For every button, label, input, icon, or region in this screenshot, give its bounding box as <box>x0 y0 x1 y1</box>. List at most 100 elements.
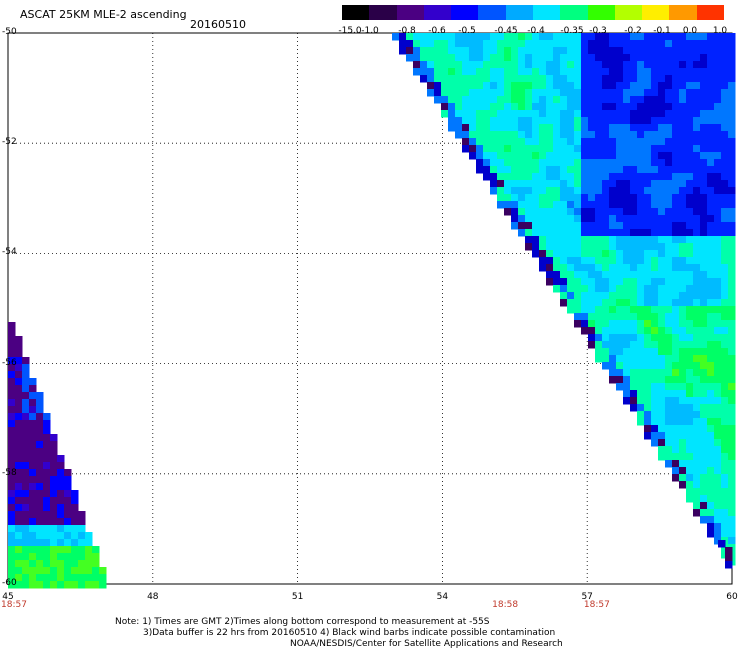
swath-cell <box>455 110 463 118</box>
swath-cell <box>78 532 86 540</box>
swath-cell <box>560 82 568 90</box>
swath-cell <box>399 40 407 48</box>
swath-cell <box>602 215 610 223</box>
swath-cell <box>616 334 624 342</box>
swath-cell <box>679 278 687 286</box>
swath-cell <box>602 138 610 146</box>
swath-cell <box>637 194 645 202</box>
swath-cell <box>665 208 673 216</box>
swath-cell <box>511 131 519 139</box>
swath-cell <box>707 138 715 146</box>
swath-cell <box>36 532 44 540</box>
swath-cell <box>57 490 65 498</box>
swath-cell <box>22 546 30 554</box>
swath-cell <box>714 159 722 167</box>
swath-cell <box>595 173 603 181</box>
swath-cell <box>469 103 477 111</box>
swath-cell <box>525 103 533 111</box>
swath-cell <box>588 152 596 160</box>
swath-cell <box>658 47 666 55</box>
swath-cell <box>721 516 729 524</box>
swath-cell <box>707 523 715 531</box>
swath-cell <box>686 152 694 160</box>
swath-cell <box>679 411 687 419</box>
swath-cell <box>728 523 736 531</box>
swath-cell <box>43 427 51 435</box>
swath-cell <box>483 61 491 69</box>
map-gridlines <box>7 32 733 585</box>
swath-cell <box>728 271 736 279</box>
swath-cell <box>637 383 645 391</box>
swath-cell <box>672 117 680 125</box>
swath-cell <box>609 173 617 181</box>
swath-cell <box>637 369 645 377</box>
swath-cell <box>658 418 666 426</box>
swath-cell <box>483 166 491 174</box>
colorbar <box>342 5 724 20</box>
swath-cell <box>700 411 708 419</box>
swath-cell <box>686 460 694 468</box>
swath-cell <box>721 544 729 552</box>
swath-cell <box>469 54 477 62</box>
swath-cell <box>441 47 449 55</box>
swath-cell <box>693 411 701 419</box>
swath-cell <box>658 341 666 349</box>
swath-cell <box>644 208 652 216</box>
swath-cell <box>672 61 680 69</box>
swath-cell <box>672 313 680 321</box>
swath-cell <box>588 40 596 48</box>
swath-cell <box>560 61 568 69</box>
swath-cell <box>560 194 568 202</box>
swath-cell <box>623 222 631 230</box>
swath-cell <box>644 173 652 181</box>
swath-cell <box>560 159 568 167</box>
swath-cell <box>29 469 37 477</box>
swath-cell <box>728 460 736 468</box>
swath-cell <box>693 264 701 272</box>
swath-cell <box>43 553 51 561</box>
swath-cell <box>567 159 575 167</box>
swath-cell <box>574 117 582 125</box>
swath-cell <box>728 54 736 62</box>
swath-cell <box>539 75 547 83</box>
swath-cell <box>728 96 736 104</box>
swath-cell <box>707 117 715 125</box>
swath-cell <box>693 201 701 209</box>
swath-cell <box>721 341 729 349</box>
swath-cell <box>518 215 526 223</box>
swath-cell <box>679 306 687 314</box>
swath-cell <box>29 427 37 435</box>
swath-cell <box>50 553 58 561</box>
swath-cell <box>36 469 44 477</box>
swath-cell <box>8 532 16 540</box>
swath-cell <box>609 47 617 55</box>
swath-cell <box>511 124 519 132</box>
swath-cell <box>539 61 547 69</box>
swath-cell <box>665 334 673 342</box>
swath-cell <box>623 376 631 384</box>
swath-cell <box>57 532 65 540</box>
swath-cell <box>644 159 652 167</box>
swath-cell <box>728 516 736 524</box>
swath-cell <box>658 103 666 111</box>
swath-cell <box>693 285 701 293</box>
swath-cell <box>50 497 58 505</box>
swath-cell <box>721 278 729 286</box>
swath-cell <box>644 418 652 426</box>
swath-cell <box>728 124 736 132</box>
swath-cell <box>700 124 708 132</box>
swath-cell <box>728 229 736 237</box>
swath-cell <box>588 124 596 132</box>
swath-cell <box>637 397 645 405</box>
swath-cell <box>714 418 722 426</box>
swath-cell <box>29 497 37 505</box>
swath-cell <box>651 166 659 174</box>
swath-cell <box>476 54 484 62</box>
swath-cell <box>658 159 666 167</box>
swath-cell <box>36 392 44 400</box>
swath-cell <box>511 117 519 125</box>
swath-cell <box>700 432 708 440</box>
swath-cell <box>43 448 51 456</box>
swath-cell <box>574 33 582 41</box>
swath-cell <box>462 82 470 90</box>
